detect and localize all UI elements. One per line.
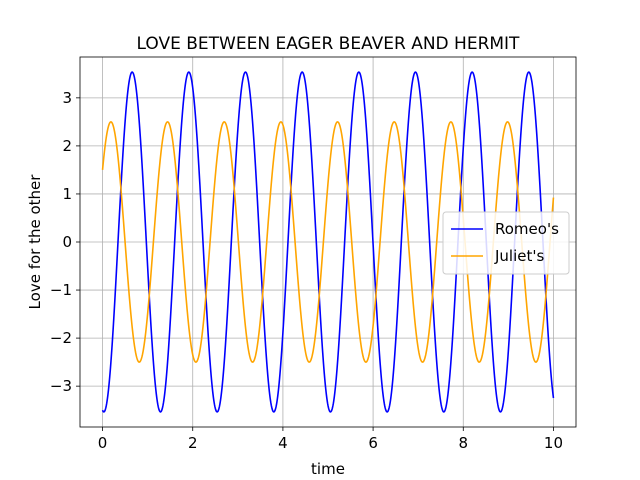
- series-line-juliet: [101, 121, 555, 363]
- x-tick-label: 6: [368, 434, 378, 452]
- x-tick-label: 0: [98, 434, 108, 452]
- x-tick-label: 2: [188, 434, 198, 452]
- x-axis-label: time: [311, 460, 345, 478]
- y-tick-label: 2: [62, 137, 72, 155]
- chart-title: LOVE BETWEEN EAGER BEAVER AND HERMIT: [137, 34, 521, 54]
- y-tick-label: 3: [62, 89, 72, 107]
- legend: Romeo's Juliet's: [442, 211, 570, 275]
- y-tick-label: −3: [50, 377, 72, 395]
- x-tick-label: 8: [458, 434, 468, 452]
- y-tick-label: −1: [50, 281, 72, 299]
- y-tick-label: −2: [50, 329, 72, 347]
- y-tick-label: 0: [62, 233, 72, 251]
- y-tick-label: 1: [62, 185, 72, 203]
- legend-box: [442, 211, 570, 275]
- ticks: 0 2 4 6 8 10 −3 −2 −1 0 1 2 3: [50, 89, 563, 452]
- x-tick-label: 4: [278, 434, 288, 452]
- x-tick-label: 10: [544, 434, 563, 452]
- legend-label: Juliet's: [494, 247, 544, 265]
- y-axis-label: Love for the other: [26, 174, 44, 310]
- series-layer: [101, 71, 555, 413]
- legend-label: Romeo's: [495, 220, 559, 238]
